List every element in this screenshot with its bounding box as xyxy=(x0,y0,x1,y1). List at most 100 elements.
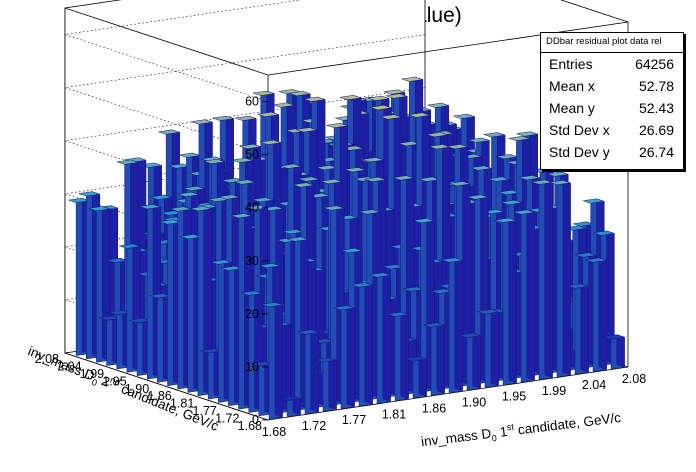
bar-face xyxy=(280,163,302,169)
x-tick-label: 2.04 xyxy=(582,378,606,392)
bar-face xyxy=(259,139,282,145)
y-tick-label: 1.95 xyxy=(102,374,126,388)
bar-face xyxy=(400,311,409,400)
bar-face xyxy=(310,329,319,413)
x-tick-label: 1.77 xyxy=(342,413,366,427)
bar xyxy=(441,257,463,394)
stats-value: 52.43 xyxy=(638,100,674,116)
bar-face xyxy=(178,152,200,158)
y-tick-label: 1.90 xyxy=(125,382,149,396)
bar-face xyxy=(383,89,405,95)
bar-face xyxy=(392,175,415,181)
bar-face xyxy=(282,229,304,235)
z-gridline xyxy=(64,34,426,155)
bar xyxy=(333,305,355,409)
bar-face xyxy=(159,219,182,225)
stats-label: Std Dev y xyxy=(549,144,610,160)
x-tick-label: 1.90 xyxy=(462,396,486,410)
bar-face xyxy=(405,356,427,362)
bar-face xyxy=(139,204,161,210)
bar-face xyxy=(382,264,404,270)
stats-row-mean-y: Mean y 52.43 xyxy=(541,97,683,119)
bar-face xyxy=(616,334,625,368)
bar-face xyxy=(315,357,337,363)
bar xyxy=(459,332,481,391)
x-tick-label: 1.86 xyxy=(422,401,446,415)
bar-face xyxy=(364,176,386,182)
bar-face xyxy=(253,90,275,96)
x-tick-label: 2.08 xyxy=(622,372,646,386)
bar-face xyxy=(261,302,283,308)
bar-face xyxy=(295,127,318,133)
x-tick-label: 1.68 xyxy=(262,425,286,439)
bar-face xyxy=(183,185,205,191)
bar xyxy=(495,217,517,386)
bar-face xyxy=(177,191,200,197)
bar-face xyxy=(359,209,381,215)
bar-face xyxy=(351,282,373,288)
stats-label: Mean x xyxy=(549,78,595,94)
bar-face xyxy=(453,113,475,119)
bar-face xyxy=(200,348,222,354)
bar xyxy=(549,179,571,378)
bar-face xyxy=(339,95,362,101)
bar-face xyxy=(218,194,240,200)
stats-value: 26.69 xyxy=(638,122,674,138)
bar-face xyxy=(370,105,392,111)
bar-face xyxy=(496,154,518,160)
bar-face xyxy=(418,356,427,397)
bar-face xyxy=(320,178,343,184)
bar-face xyxy=(274,302,283,418)
bar-face xyxy=(149,293,171,299)
bar-face xyxy=(459,332,481,338)
bar xyxy=(387,311,409,401)
bar-face xyxy=(259,263,281,269)
bar-face xyxy=(418,176,440,182)
bar xyxy=(369,272,391,404)
bar-face xyxy=(346,305,355,408)
bar-face xyxy=(398,141,420,147)
bar-face xyxy=(454,257,463,392)
y-tick-label: 1.68 xyxy=(238,419,262,433)
bar xyxy=(297,329,319,415)
bar-face xyxy=(441,257,463,263)
bar-face xyxy=(516,131,538,137)
bar-face xyxy=(403,286,425,292)
bar-face xyxy=(500,199,523,205)
bar-face xyxy=(583,198,605,204)
bar xyxy=(603,334,625,370)
bar-face xyxy=(603,334,625,340)
bar-face xyxy=(168,163,190,169)
bar-face xyxy=(257,111,279,117)
bar-face xyxy=(362,157,384,163)
bar-face xyxy=(498,189,520,195)
bar-face xyxy=(387,311,409,317)
bar-face xyxy=(303,96,326,102)
bar-face xyxy=(598,257,607,370)
bar xyxy=(567,283,589,375)
y-tick-label: 2.08 xyxy=(35,352,59,366)
bar-face xyxy=(239,143,261,149)
y-tick-label: 1.77 xyxy=(193,404,217,418)
bar-face xyxy=(298,176,320,182)
bar-face xyxy=(585,257,607,263)
bar-face xyxy=(98,315,121,321)
bar-face xyxy=(106,257,128,263)
bar-face xyxy=(212,115,234,121)
bar-face xyxy=(508,136,530,142)
bar-face xyxy=(287,236,309,242)
bar-face xyxy=(220,265,242,271)
bar-face xyxy=(273,102,295,108)
stats-box-name: DDbar residual plot data rel xyxy=(541,33,683,53)
bar-face xyxy=(549,180,571,186)
x-tick-label: 1.81 xyxy=(382,407,406,421)
bar xyxy=(261,302,283,420)
bar-face xyxy=(158,129,180,135)
bar-face xyxy=(518,175,541,181)
bar xyxy=(315,357,337,412)
bar-face xyxy=(427,102,449,108)
bar-face xyxy=(369,272,391,278)
bar-face xyxy=(593,230,615,236)
z-tick-label: 30 xyxy=(245,254,259,268)
